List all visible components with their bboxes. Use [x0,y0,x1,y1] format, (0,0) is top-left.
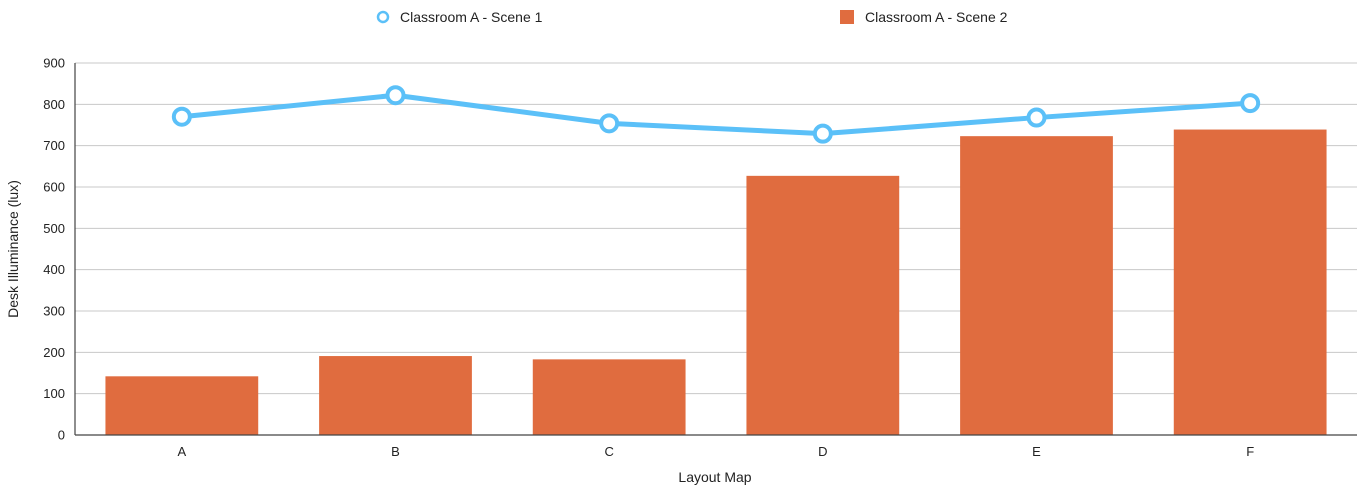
bar-B [319,356,472,435]
gridlines [75,62,1357,395]
x-tick-label: A [177,444,186,459]
legend-marker-scene-2 [840,10,854,24]
x-tick-label: E [1032,444,1041,459]
bar-D [746,175,900,435]
x-tick-label: D [818,444,827,459]
y-tick-label: 200 [43,345,65,360]
y-tick-label: 900 [43,56,65,71]
legend-item-scene-1: Classroom A - Scene 1 [376,9,543,25]
x-tick-label: C [604,444,613,459]
tick-labels: 0 100 200 300 400 500 600 700 800 900 A B C D E F [43,56,1254,460]
y-tick-label: 300 [43,304,65,319]
y-tick-label: 800 [43,97,65,112]
y-tick-label: 100 [43,386,65,401]
y-tick-label: 400 [43,262,65,277]
y-tick-label: 0 [58,428,65,443]
bar-E [960,136,1113,435]
axes [74,63,1357,436]
legend-marker-scene-1 [376,10,390,24]
line-series [171,85,1261,144]
legend-item-scene-2: Classroom A - Scene 2 [840,9,1008,25]
point-F [1240,93,1261,114]
point-B [385,85,406,106]
bar-F [1173,129,1327,435]
series-line-scene-1 [179,92,1253,137]
x-tick-label: F [1246,444,1254,459]
x-axis-title: Layout Map [678,469,751,485]
point-A [171,106,192,127]
legend-label-scene-2: Classroom A - Scene 2 [865,9,1008,25]
point-D [812,123,833,144]
bar-A [105,376,259,435]
bar-series [105,129,1327,435]
y-tick-label: 500 [43,221,65,236]
y-tick-label: 700 [43,138,65,153]
point-E [1026,107,1047,128]
y-axis-title: Desk Illuminance (lux) [5,180,21,318]
legend-label-scene-1: Classroom A - Scene 1 [400,9,543,25]
x-tick-label: B [391,444,400,459]
legend: Classroom A - Scene 1 Classroom A - Scen… [376,9,1008,25]
bar-C [532,359,686,435]
y-tick-label: 600 [43,180,65,195]
point-C [599,113,620,134]
